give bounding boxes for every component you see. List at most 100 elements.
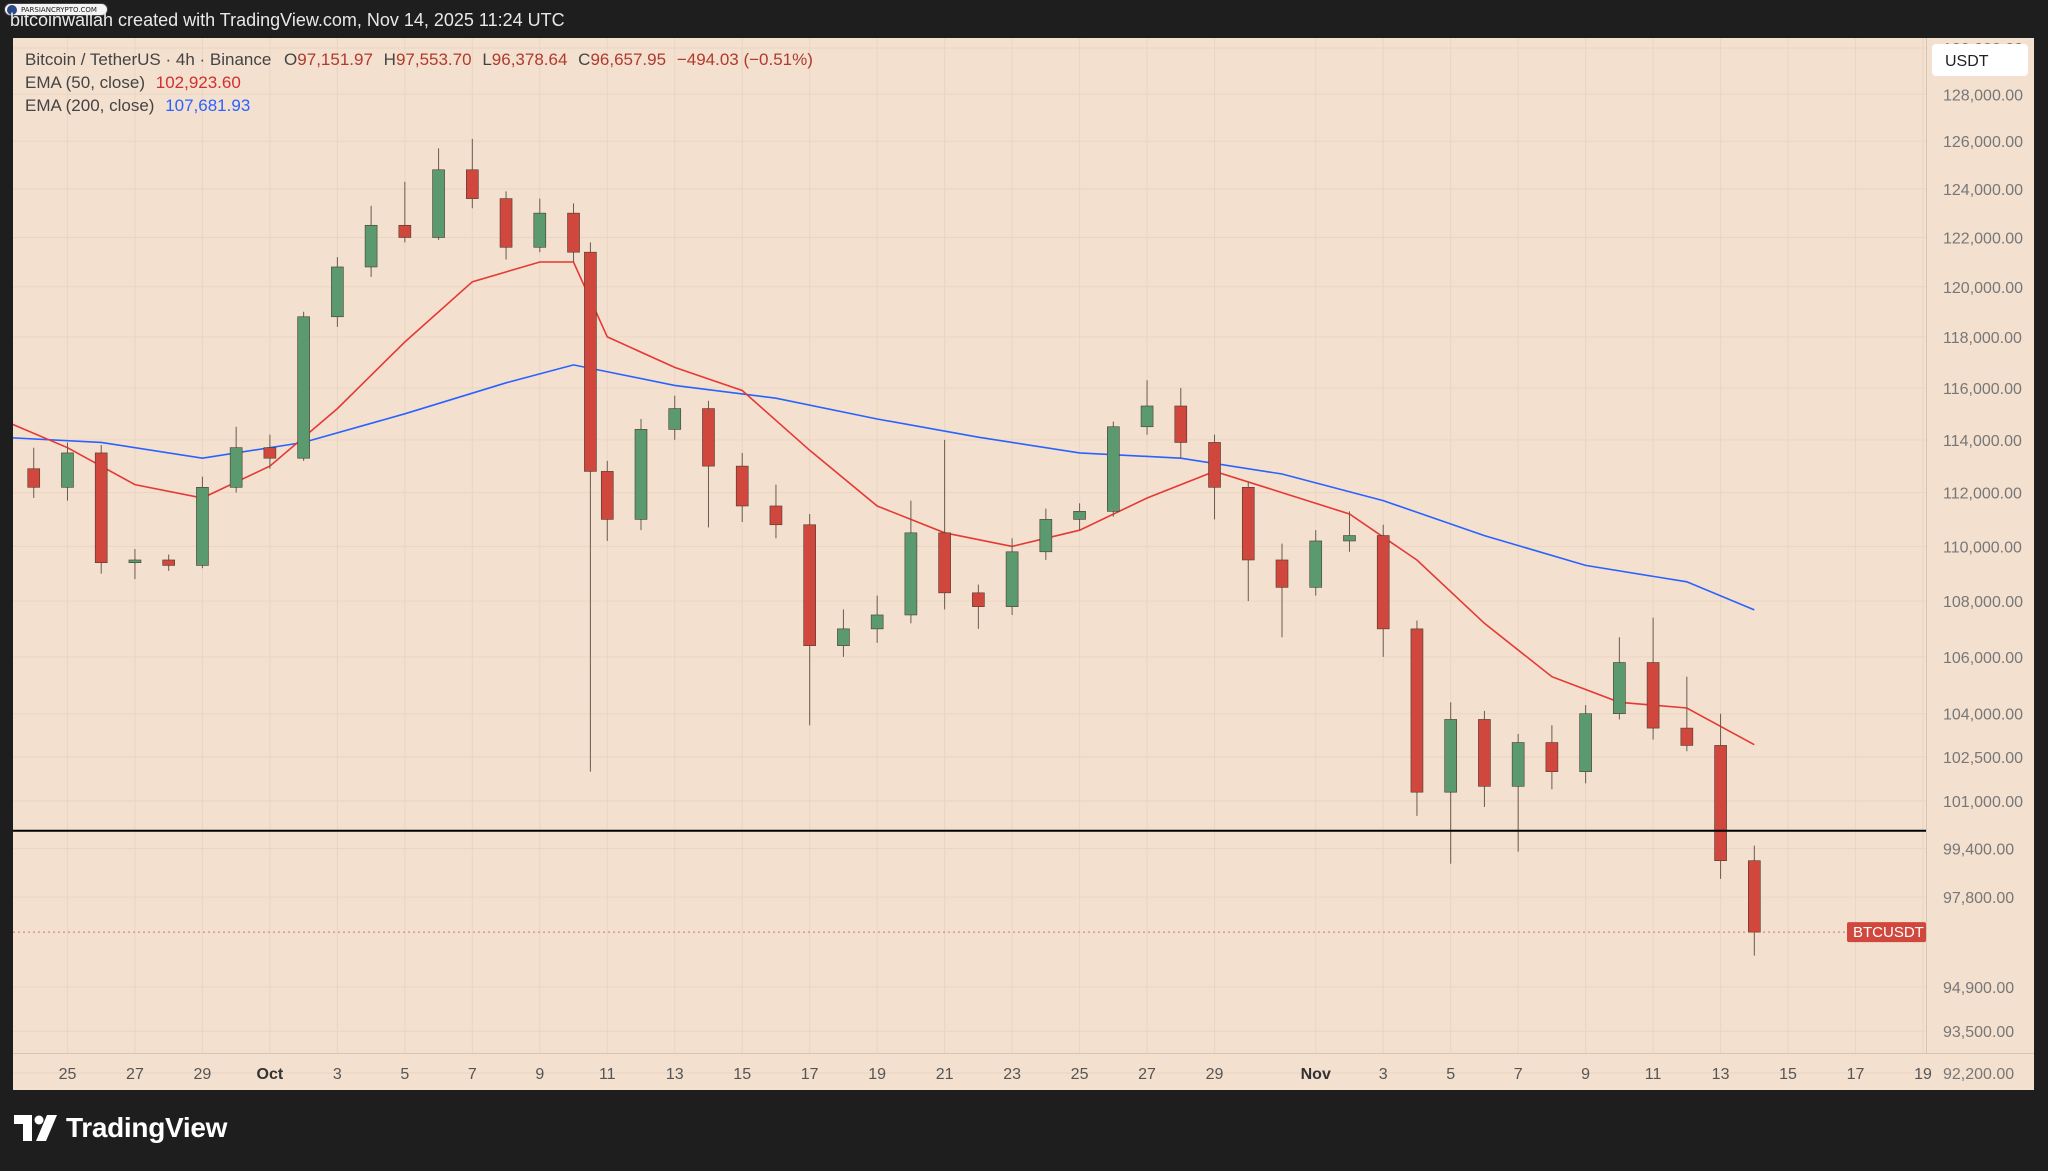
x-tick-label: 17 (801, 1066, 819, 1083)
x-tick-label: 15 (1779, 1066, 1797, 1083)
legend: Bitcoin / TetherUS · 4h · Binance O97,15… (25, 48, 813, 117)
candle-up (196, 476, 209, 569)
candle-down (1545, 725, 1559, 790)
candle-up (364, 205, 378, 277)
x-tick-label: 23 (1003, 1066, 1021, 1083)
candle-body (1748, 860, 1761, 933)
candle-body (600, 471, 614, 520)
y-tick-label: 112,000.00 (1943, 486, 2022, 503)
candle-body (466, 169, 479, 199)
tradingview-logo-icon (14, 1115, 57, 1141)
candle-down (499, 191, 513, 260)
legend-symbol: Bitcoin / TetherUS · 4h · Binance (25, 50, 272, 69)
candle-down (567, 203, 580, 263)
candle-down (1241, 481, 1255, 602)
candle-body (1241, 487, 1255, 561)
candle-body (1174, 405, 1188, 443)
candle-body (735, 465, 749, 507)
tradingview-logo[interactable]: TradingView (14, 1110, 227, 1146)
candle-body (1309, 540, 1323, 588)
x-tick-label: 7 (468, 1066, 477, 1083)
candle-down (769, 484, 783, 539)
candle-body (1646, 662, 1660, 729)
x-tick-label: 3 (1379, 1066, 1388, 1083)
chart-area[interactable]: 100,000.90BTCUSDT96,657.9535:01 130,000.… (13, 38, 2034, 1090)
y-tick-label: 116,000.00 (1943, 381, 2022, 398)
candle-down (803, 514, 816, 726)
candle-up (634, 418, 648, 531)
candle-body (162, 559, 175, 566)
candle-down (466, 138, 479, 209)
candle-up (1444, 702, 1457, 864)
legend-ema200-value: 107,681.93 (165, 96, 251, 115)
candle-up (229, 426, 243, 493)
axes: 130,000.00128,000.00126,000.00124,000.00… (13, 38, 2034, 1090)
candle-down (263, 434, 277, 469)
x-tick-label: 9 (1581, 1066, 1590, 1083)
candle-up (668, 395, 682, 440)
x-tick-label: 11 (1645, 1066, 1662, 1083)
watermark-badge: PARSIANCRYPTO.COM (4, 3, 108, 16)
candle-up (61, 442, 74, 501)
grid (13, 38, 1926, 1074)
candle-down (27, 447, 41, 498)
legend-open-key: O (284, 50, 298, 69)
x-tick-label: 19 (868, 1066, 886, 1083)
ema200-line (13, 364, 1755, 611)
candle-body (1410, 628, 1424, 793)
y-tick-label: 94,900.00 (1943, 980, 2014, 997)
candle-body (1275, 559, 1289, 588)
candle-body (398, 224, 412, 238)
symbol-label: BTCUSDT (1853, 924, 1924, 941)
candle-body (668, 408, 682, 430)
candle-body (27, 468, 41, 488)
candle-up (1039, 508, 1053, 560)
candle-body (533, 212, 547, 248)
candle-down (584, 242, 597, 772)
watermark-text: PARSIANCRYPTO.COM (21, 6, 97, 14)
candle-up (1073, 503, 1086, 531)
y-tick-label: 101,000.00 (1943, 794, 2023, 811)
x-tick-label: 21 (936, 1066, 954, 1083)
x-tick-label: Oct (257, 1066, 284, 1083)
candle-body (1107, 426, 1120, 512)
candle-body (972, 592, 985, 607)
x-tick-label: 5 (1446, 1066, 1455, 1083)
x-tick-label: 29 (194, 1066, 212, 1083)
candle-down (398, 181, 412, 243)
x-tick-label: 27 (1138, 1066, 1156, 1083)
candle-body (1478, 719, 1491, 787)
y-tick-label: 93,500.00 (1943, 1024, 2014, 1041)
candle-up (870, 595, 884, 643)
candle-body (837, 628, 850, 646)
candle-down (1748, 845, 1761, 956)
x-tick-label: 17 (1847, 1066, 1865, 1083)
x-tick-label: 27 (126, 1066, 144, 1083)
candle-body (803, 524, 816, 646)
candle-up (533, 198, 547, 253)
price-chart[interactable]: 100,000.90BTCUSDT96,657.9535:01 130,000.… (13, 38, 2034, 1090)
legend-ema50-value: 102,923.60 (155, 73, 241, 92)
candle-down (162, 554, 175, 571)
candle-body (904, 532, 918, 616)
legend-low: 96,378.64 (491, 50, 568, 69)
candle-up (331, 257, 344, 327)
legend-close: 96,657.95 (590, 50, 667, 69)
candle-body (499, 198, 513, 248)
candle-body (769, 505, 783, 526)
legend-low-key: L (482, 50, 492, 69)
candle-body (1511, 742, 1525, 787)
candle-body (1005, 551, 1019, 607)
y-tick-label: 120,000.00 (1943, 280, 2023, 297)
candle-body (1579, 713, 1592, 772)
x-tick-label: Nov (1301, 1066, 1331, 1083)
candle-body (584, 251, 597, 472)
candle-body (567, 212, 580, 253)
candle-down (972, 584, 985, 629)
candle-down (702, 400, 715, 528)
candle-down (1376, 524, 1390, 657)
candle-body (94, 452, 108, 563)
candle-body (1680, 727, 1694, 746)
x-tick-label: 15 (733, 1066, 751, 1083)
legend-high-key: H (383, 50, 396, 69)
